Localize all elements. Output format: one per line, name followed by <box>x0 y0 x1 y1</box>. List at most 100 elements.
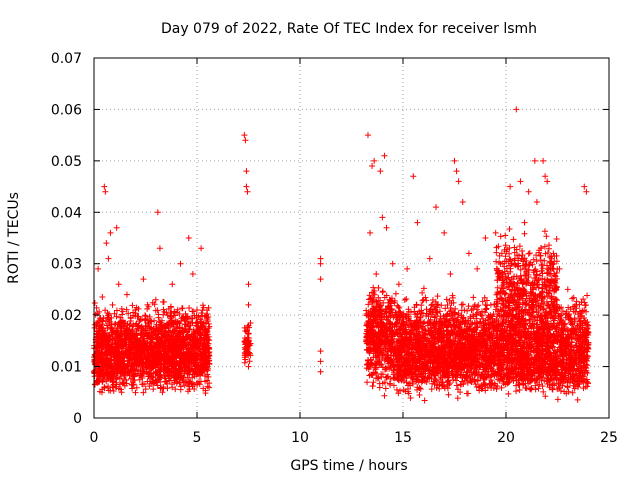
data-point <box>179 324 186 331</box>
data-point <box>165 327 172 334</box>
data-point <box>152 342 159 349</box>
data-point <box>395 303 402 310</box>
data-point <box>146 383 153 390</box>
data-point <box>167 322 174 329</box>
data-point <box>169 370 176 377</box>
data-point <box>392 290 399 297</box>
data-point <box>95 318 102 325</box>
data-point <box>370 284 377 291</box>
data-point <box>381 392 388 399</box>
data-point <box>487 301 494 308</box>
data-point <box>174 309 181 316</box>
data-point <box>173 380 180 387</box>
data-point <box>152 325 159 332</box>
data-point <box>104 333 111 340</box>
data-point <box>146 323 153 330</box>
data-point <box>203 312 210 319</box>
data-point <box>117 343 124 350</box>
data-point <box>183 329 190 336</box>
data-point <box>204 383 211 390</box>
data-point <box>153 368 160 375</box>
data-point <box>184 313 191 320</box>
data-point <box>93 370 100 377</box>
data-point <box>123 332 130 339</box>
chart-title: Day 079 of 2022, Rate Of TEC Index for r… <box>161 21 537 37</box>
data-point <box>132 321 139 328</box>
data-point <box>199 313 206 320</box>
data-point <box>110 387 117 394</box>
data-point <box>194 323 201 330</box>
data-point <box>142 322 149 329</box>
data-point <box>197 326 204 333</box>
data-point <box>584 292 591 299</box>
data-point <box>140 340 147 347</box>
data-point <box>145 329 152 336</box>
data-point <box>184 314 191 321</box>
data-point <box>185 388 192 395</box>
data-point <box>125 310 132 317</box>
data-point <box>99 374 106 381</box>
data-point <box>142 316 149 323</box>
data-point <box>569 295 576 302</box>
data-point <box>146 378 153 385</box>
data-point <box>91 300 98 307</box>
data-point <box>190 333 197 340</box>
data-point <box>382 385 389 392</box>
data-point <box>177 386 184 393</box>
data-point <box>379 289 386 296</box>
data-point <box>458 301 465 308</box>
data-point <box>201 332 208 339</box>
data-point <box>174 306 181 313</box>
data-point <box>365 301 372 308</box>
data-point <box>478 312 485 319</box>
data-point <box>96 315 103 322</box>
data-point <box>419 297 426 304</box>
data-point <box>148 318 155 325</box>
data-point <box>186 326 193 333</box>
data-point <box>142 312 149 319</box>
data-point <box>154 307 161 314</box>
data-point <box>364 379 371 386</box>
data-point <box>113 307 120 314</box>
data-point <box>151 301 158 308</box>
data-point <box>202 320 209 327</box>
data-point <box>570 294 577 301</box>
data-point <box>204 310 211 317</box>
data-point <box>108 314 115 321</box>
data-point <box>175 330 182 337</box>
data-point <box>199 302 206 309</box>
data-point <box>121 320 128 327</box>
data-point <box>183 323 190 330</box>
data-point <box>205 373 212 380</box>
data-point <box>172 319 179 326</box>
data-point <box>205 304 212 311</box>
data-point <box>185 318 192 325</box>
data-point <box>403 296 410 303</box>
data-point <box>118 305 125 312</box>
data-point <box>387 381 394 388</box>
data-point <box>146 313 153 320</box>
data-point <box>169 328 176 335</box>
data-point <box>102 318 109 325</box>
data-point <box>127 314 134 321</box>
data-point <box>161 373 168 380</box>
data-point <box>158 339 165 346</box>
data-point <box>470 294 477 301</box>
data-point <box>145 303 152 310</box>
data-point <box>118 325 125 332</box>
data-point <box>122 326 129 333</box>
data-point <box>111 321 118 328</box>
data-point <box>116 381 123 388</box>
data-point <box>193 327 200 334</box>
data-point <box>468 307 475 314</box>
data-point <box>179 328 186 335</box>
data-point <box>176 310 183 317</box>
data-point <box>160 298 167 305</box>
data-point <box>165 319 172 326</box>
data-point <box>191 312 198 319</box>
data-point <box>132 389 139 396</box>
data-point <box>140 336 147 343</box>
data-point <box>115 333 122 340</box>
data-point <box>98 332 105 339</box>
